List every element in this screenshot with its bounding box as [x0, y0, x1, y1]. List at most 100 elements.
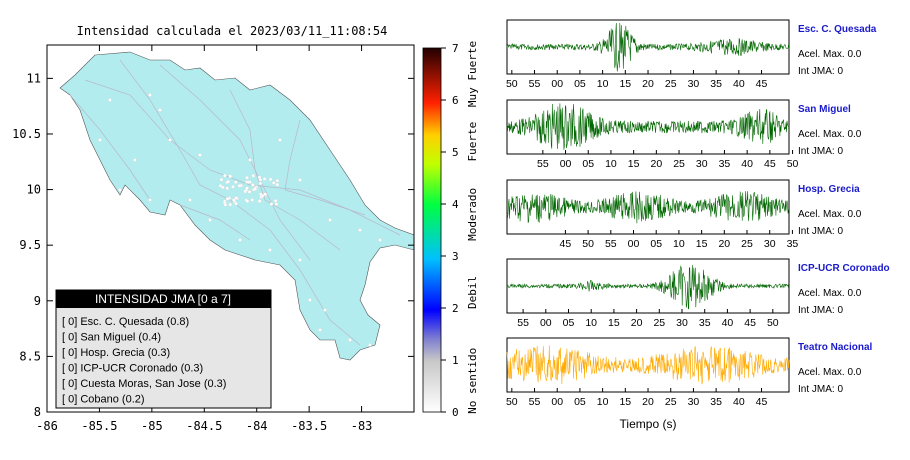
trace-tick-label: 20: [718, 238, 730, 250]
station-marker: [378, 238, 382, 242]
station-marker: [257, 199, 262, 203]
station-marker: [228, 174, 232, 178]
colorbar-intensity-label: Muy Fuerte: [466, 41, 479, 107]
trace-tick-label: 30: [696, 158, 708, 170]
station-marker: [368, 343, 372, 347]
trace-tick-label: 15: [608, 317, 620, 329]
station-marker: [308, 298, 312, 302]
trace-tick-label: 00: [540, 317, 552, 329]
trace-tick-label: 55: [537, 158, 549, 170]
map-y-tick-label: 10: [27, 183, 41, 197]
station-marker: [231, 185, 235, 189]
legend-item: [ 0] ICP-UCR Coronado (0.3): [62, 363, 203, 375]
station-marker: [275, 178, 280, 183]
station-marker: [228, 202, 232, 207]
station-int: Int JMA: 0: [798, 384, 843, 395]
trace-tick-label: 40: [733, 396, 745, 408]
waveform-trace: [506, 103, 790, 150]
trace-tick-label: 40: [722, 317, 734, 329]
map-y-tick-label: 9.5: [19, 238, 41, 252]
station-marker: [198, 153, 202, 157]
waveform-trace: [506, 345, 790, 385]
trace-tick-label: 50: [767, 317, 779, 329]
trace-tick-label: 35: [719, 158, 731, 170]
station-marker: [219, 177, 224, 182]
waveform-trace: [506, 191, 790, 224]
trace-tick-label: 55: [529, 78, 541, 90]
trace-tick-label: 15: [696, 238, 708, 250]
trace-tick-label: 05: [582, 158, 594, 170]
colorbar-tick-label: 6: [452, 94, 459, 107]
trace-tick-label: 55: [529, 396, 541, 408]
map-x-tick-label: -83: [351, 419, 373, 433]
station-marker: [245, 175, 249, 180]
station-accel: Acel. Max. 0.0: [798, 49, 862, 60]
colorbar-tick-label: 4: [452, 198, 459, 211]
trace-tick-label: 00: [628, 238, 640, 250]
station-marker: [237, 183, 242, 188]
station-marker: [251, 173, 256, 178]
trace-tick-label: 15: [619, 78, 631, 90]
station-marker: [251, 183, 255, 187]
trace-tick-label: 10: [597, 396, 609, 408]
waveform-trace: [506, 264, 790, 310]
trace-tick-label: 00: [560, 158, 572, 170]
trace-tick-label: 10: [673, 238, 685, 250]
station-name: Teatro Nacional: [798, 342, 872, 353]
station-int: Int JMA: 0: [798, 226, 843, 237]
trace-tick-label: 50: [506, 396, 518, 408]
station-marker: [98, 138, 102, 142]
trace-tick-label: 20: [642, 78, 654, 90]
station-name: Esc. C. Quesada: [798, 24, 877, 35]
trace-tick-label: 40: [741, 158, 753, 170]
map-title: Intensidad calculada el 2023/03/11_11:08…: [77, 24, 388, 38]
station-marker: [278, 138, 282, 142]
map-x-tick-label: -84: [246, 419, 268, 433]
station-marker: [226, 179, 230, 184]
station-marker: [245, 199, 250, 203]
station-marker: [218, 184, 223, 188]
trace-tick-label: 35: [787, 238, 799, 250]
trace-tick-label: 45: [560, 238, 572, 250]
trace-tick-label: 45: [744, 317, 756, 329]
map-x-tick-label: -86: [36, 419, 58, 433]
map-y-tick-label: 8.5: [19, 349, 41, 363]
traces-xlabel: Tiempo (s): [620, 417, 677, 431]
station-accel: Acel. Max. 0.0: [798, 367, 862, 378]
legend-item: [ 0] Hosp. Grecia (0.3): [62, 347, 170, 359]
station-marker: [148, 198, 152, 202]
station-marker: [158, 108, 162, 112]
trace-tick-label: 35: [710, 78, 722, 90]
station-marker: [318, 328, 322, 332]
trace-tick-label: 50: [582, 238, 594, 250]
waveform-panel: 55 00 05 10 15 20 25 30 35 40 45 50 ICP-UCR Coronado…: [506, 258, 890, 329]
waveform-panels: 50 55 00 05 10 15 20 25 30 35 40 45 Esc. C. Quesada A…: [506, 19, 890, 408]
trace-tick-label: 10: [585, 317, 597, 329]
station-marker: [323, 308, 327, 312]
station-marker: [247, 190, 252, 194]
trace-tick-label: 05: [574, 78, 586, 90]
trace-tick-label: 50: [787, 158, 799, 170]
station-marker: [133, 158, 137, 162]
trace-tick-label: 00: [551, 78, 563, 90]
trace-tick-label: 15: [619, 396, 631, 408]
trace-tick-label: 50: [506, 78, 518, 90]
station-marker: [118, 188, 122, 192]
station-marker: [328, 218, 332, 222]
station-marker: [272, 181, 276, 185]
trace-tick-label: 55: [517, 317, 529, 329]
station-marker: [245, 186, 249, 190]
station-marker: [298, 178, 302, 182]
station-marker: [260, 194, 265, 198]
waveform-panel: 50 55 00 05 10 15 20 25 30 35 40 45 Esc. C. Quesada A…: [506, 19, 877, 90]
trace-tick-label: 30: [764, 238, 776, 250]
colorbar: [422, 47, 442, 413]
trace-tick-label: 25: [673, 158, 685, 170]
station-marker: [248, 158, 252, 162]
trace-tick-label: 40: [733, 78, 745, 90]
trace-tick-label: 20: [642, 396, 654, 408]
station-marker: [208, 218, 212, 222]
trace-tick-label: 55: [605, 238, 617, 250]
station-marker: [221, 185, 225, 190]
